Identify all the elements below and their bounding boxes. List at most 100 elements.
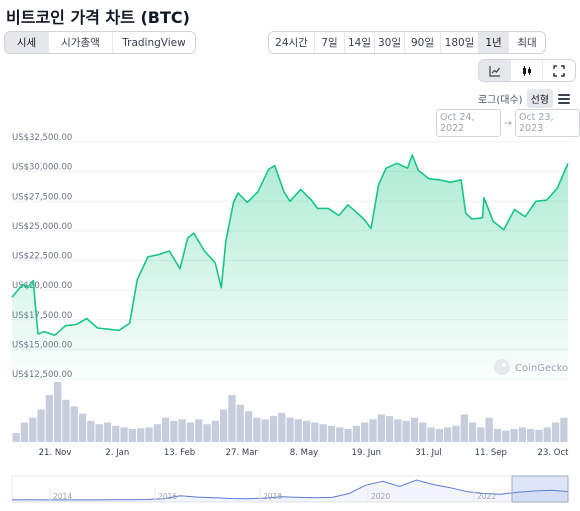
linear-scale-option[interactable]: 선형 xyxy=(526,89,553,108)
volume-bar xyxy=(369,419,377,442)
volume-bar xyxy=(29,417,37,442)
volume-bar xyxy=(186,422,195,442)
volume-bar xyxy=(62,399,70,442)
volume-bar xyxy=(485,417,493,442)
volume-bar xyxy=(128,429,136,442)
volume-bar xyxy=(161,417,170,442)
y-tick-label: US$17,500.00 xyxy=(12,311,72,321)
volume-bar xyxy=(137,428,145,442)
navigator-tick-label: 2018 xyxy=(263,492,282,501)
y-tick-label: US$30,000.00 xyxy=(12,163,72,173)
volume-bar xyxy=(311,422,319,442)
volume-bar xyxy=(336,427,344,442)
volume-bar xyxy=(87,420,95,442)
price-chart[interactable]: US$32,500.00 US$30,000.00 US$27,500.00 US$2… xyxy=(0,130,580,511)
volume-bar xyxy=(45,395,53,442)
navigator-tick-label: 2014 xyxy=(53,492,72,501)
navigator-selection[interactable] xyxy=(511,475,569,503)
range-90d-button[interactable]: 90일 xyxy=(405,32,441,53)
range-max-button[interactable]: 최대 xyxy=(517,37,537,49)
view-tabs: 시세 시가총액 TradingView xyxy=(4,31,196,54)
price-line xyxy=(11,154,569,336)
y-tick-label: US$22,500.00 xyxy=(12,252,72,262)
range-7d-button[interactable]: 7일 xyxy=(315,32,345,53)
volume-bar xyxy=(178,419,186,442)
navigator-frame xyxy=(11,475,569,503)
candlestick-button[interactable] xyxy=(511,60,543,81)
y-tick-label: US$20,000.00 xyxy=(12,281,72,291)
fullscreen-button[interactable] xyxy=(543,60,575,81)
date-to-input[interactable]: Oct 23, 2023 xyxy=(514,109,580,137)
menu-icon[interactable] xyxy=(558,93,570,104)
volume-bar xyxy=(560,417,568,442)
volume-bar xyxy=(170,420,178,442)
page-title: 비트코인 가격 차트 (BTC) xyxy=(6,8,190,27)
volume-bar xyxy=(410,417,419,442)
x-tick-label: 19. Jun xyxy=(352,448,382,458)
y-tick-label: US$25,000.00 xyxy=(12,222,72,232)
navigator[interactable]: 2014 2016 2018 2020 2022 xyxy=(11,475,569,503)
x-tick-label: 11. Sep xyxy=(475,448,507,458)
volume-bar xyxy=(510,429,518,442)
tab-price[interactable]: 시세 xyxy=(5,32,49,53)
line-chart-icon xyxy=(488,65,500,77)
date-from-input[interactable]: Oct 24, 2022 xyxy=(436,109,502,137)
arrow-icon: → xyxy=(504,117,512,129)
volume-bar xyxy=(211,420,219,442)
volume-bar xyxy=(269,416,278,442)
x-tick-label: 2. Jan xyxy=(105,448,129,458)
volume-bar xyxy=(253,417,261,442)
volume-bar xyxy=(427,427,435,442)
scale-toggle: 로그(대수) 선형 xyxy=(474,89,570,108)
volume-bar xyxy=(468,422,477,442)
y-tick-label: US$27,500.00 xyxy=(12,192,72,202)
volume-bar xyxy=(37,409,45,442)
price-area xyxy=(12,155,568,379)
volume-bar xyxy=(103,422,112,442)
volume-bar xyxy=(543,427,551,442)
range-180d-button[interactable]: 180일 xyxy=(441,32,479,53)
navigator-tick-label: 2020 xyxy=(371,492,390,501)
log-scale-option[interactable]: 로그(대수) xyxy=(477,95,523,106)
volume-bar xyxy=(95,424,103,442)
volume-bar xyxy=(20,422,29,442)
volume-bar xyxy=(302,420,311,442)
volume-bar xyxy=(228,395,236,442)
volume-bar xyxy=(352,425,360,442)
x-tick-label: 31. Jul xyxy=(415,448,441,458)
navigator-line xyxy=(11,479,569,501)
volume-bar xyxy=(319,424,327,442)
date-range: Oct 24, 2022 → Oct 23, 2023 xyxy=(436,109,580,137)
volume-bar xyxy=(112,425,120,442)
volume-bar xyxy=(220,409,228,442)
volume-bar xyxy=(12,433,20,442)
line-chart-button[interactable] xyxy=(479,60,511,81)
navigator-area xyxy=(12,480,568,502)
volume-bar xyxy=(70,406,78,442)
tab-market-cap[interactable]: 시가총액 xyxy=(49,32,113,53)
volume-bar xyxy=(527,429,535,442)
volume-bar xyxy=(452,425,460,442)
volume-bar xyxy=(203,424,211,442)
navigator-tick-label: 2016 xyxy=(158,492,177,501)
range-1y-button[interactable]: 1년 xyxy=(479,32,509,53)
candlestick-icon xyxy=(522,65,531,76)
volume-bar xyxy=(278,412,286,442)
range-30d-button[interactable]: 30일 xyxy=(375,32,405,53)
volume-bar xyxy=(502,430,510,442)
x-tick-label: 8. May xyxy=(290,448,318,458)
x-tick-label: 21. Nov xyxy=(39,448,72,458)
volume-bar xyxy=(145,427,153,442)
volume-bar xyxy=(344,429,352,442)
x-tick-label: 27. Mar xyxy=(226,448,259,458)
tab-tradingview[interactable]: TradingView xyxy=(122,36,186,49)
coingecko-watermark: CoinGecko xyxy=(494,359,568,375)
volume-bars xyxy=(12,382,568,442)
volume-bar xyxy=(120,427,128,442)
volume-bar xyxy=(385,416,394,442)
fullscreen-icon xyxy=(553,64,565,77)
range-24h-button[interactable]: 24시간 xyxy=(269,32,315,53)
range-14d-button[interactable]: 14일 xyxy=(345,32,375,53)
volume-bar xyxy=(477,427,485,442)
volume-bar xyxy=(236,404,244,442)
